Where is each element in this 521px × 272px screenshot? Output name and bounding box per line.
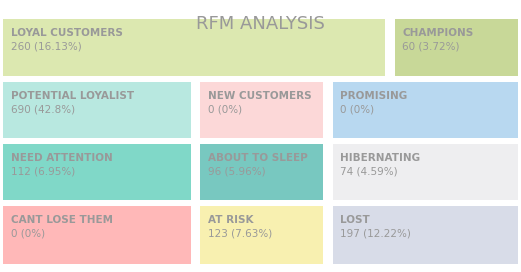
- Text: LOYAL CUSTOMERS: LOYAL CUSTOMERS: [11, 28, 123, 38]
- Text: 690 (42.8%): 690 (42.8%): [11, 105, 76, 115]
- FancyBboxPatch shape: [332, 82, 517, 138]
- FancyBboxPatch shape: [332, 206, 517, 264]
- Text: POTENTIAL LOYALIST: POTENTIAL LOYALIST: [11, 91, 134, 101]
- FancyBboxPatch shape: [201, 82, 323, 138]
- Text: ABOUT TO SLEEP: ABOUT TO SLEEP: [208, 153, 308, 163]
- Text: 260 (16.13%): 260 (16.13%): [11, 42, 82, 51]
- FancyBboxPatch shape: [201, 206, 323, 264]
- FancyBboxPatch shape: [201, 144, 323, 200]
- Text: NEW CUSTOMERS: NEW CUSTOMERS: [208, 91, 312, 101]
- Text: 197 (12.22%): 197 (12.22%): [340, 228, 411, 239]
- Text: 112 (6.95%): 112 (6.95%): [11, 167, 76, 177]
- Text: NEED ATTENTION: NEED ATTENTION: [11, 153, 113, 163]
- Text: AT RISK: AT RISK: [208, 215, 254, 225]
- FancyBboxPatch shape: [332, 144, 517, 200]
- Text: 123 (7.63%): 123 (7.63%): [208, 228, 272, 239]
- Text: 0 (0%): 0 (0%): [11, 228, 45, 239]
- FancyBboxPatch shape: [4, 206, 191, 264]
- FancyBboxPatch shape: [4, 82, 191, 138]
- Text: CANT LOSE THEM: CANT LOSE THEM: [11, 215, 113, 225]
- FancyBboxPatch shape: [4, 18, 386, 76]
- Text: 96 (5.96%): 96 (5.96%): [208, 167, 266, 177]
- Text: HIBERNATING: HIBERNATING: [340, 153, 420, 163]
- Text: 60 (3.72%): 60 (3.72%): [403, 42, 460, 51]
- Text: 0 (0%): 0 (0%): [208, 105, 242, 115]
- Text: LOST: LOST: [340, 215, 370, 225]
- Text: RFM ANALYSIS: RFM ANALYSIS: [196, 15, 325, 33]
- FancyBboxPatch shape: [4, 144, 191, 200]
- Text: PROMISING: PROMISING: [340, 91, 407, 101]
- Text: CHAMPIONS: CHAMPIONS: [403, 28, 474, 38]
- Text: 0 (0%): 0 (0%): [340, 105, 375, 115]
- FancyBboxPatch shape: [395, 18, 517, 76]
- Text: 74 (4.59%): 74 (4.59%): [340, 167, 398, 177]
